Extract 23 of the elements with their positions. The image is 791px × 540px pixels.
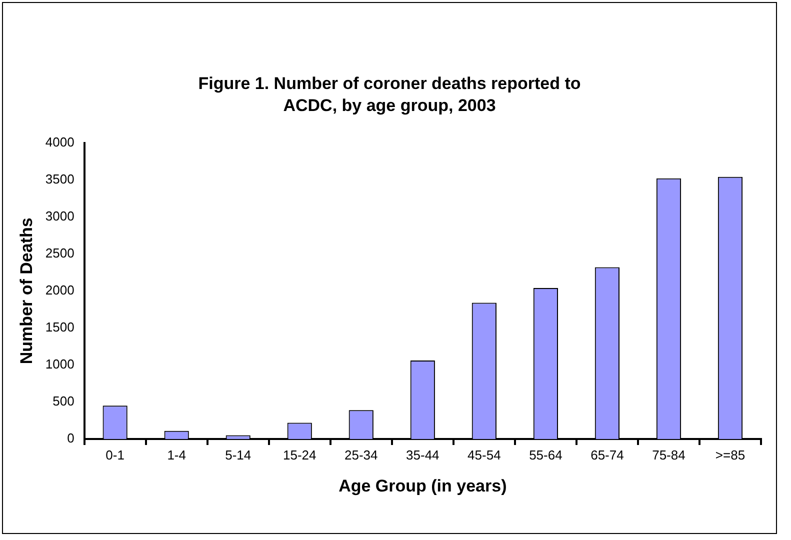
y-tick-label: 500 (52, 394, 74, 409)
chart-title: Figure 1. Number of coroner deaths reported to ACDC, by age group, 2003 (197, 73, 582, 117)
y-tick-label: 3500 (45, 171, 74, 186)
x-tick-label: 65-74 (590, 447, 624, 462)
x-tick-label: 35-44 (406, 447, 440, 462)
x-tick-label: >=85 (715, 447, 746, 462)
x-tick-label: 25-34 (344, 447, 378, 462)
y-tick-label: 2500 (45, 245, 74, 260)
y-tick-label: 0 (67, 430, 74, 446)
x-tick-label: 15-24 (283, 447, 316, 462)
y-tick-label: 3000 (45, 208, 74, 224)
x-tick-label: 0-1 (106, 447, 124, 462)
y-tick-label: 2000 (45, 282, 74, 298)
y-tick-label: 4000 (45, 134, 74, 150)
x-tick-label: 1-4 (167, 447, 186, 462)
y-tick-label: 1500 (45, 320, 74, 335)
x-tick-label: 45-54 (468, 447, 501, 462)
y-axis-title: Number of Deaths (16, 218, 36, 364)
x-tick-label: 55-64 (529, 447, 562, 462)
y-tick-label: 1000 (45, 356, 74, 372)
x-tick-label: 5-14 (225, 447, 252, 462)
x-axis-title: Age Group (in years) (338, 476, 507, 496)
x-tick-label: 75-84 (652, 447, 686, 462)
